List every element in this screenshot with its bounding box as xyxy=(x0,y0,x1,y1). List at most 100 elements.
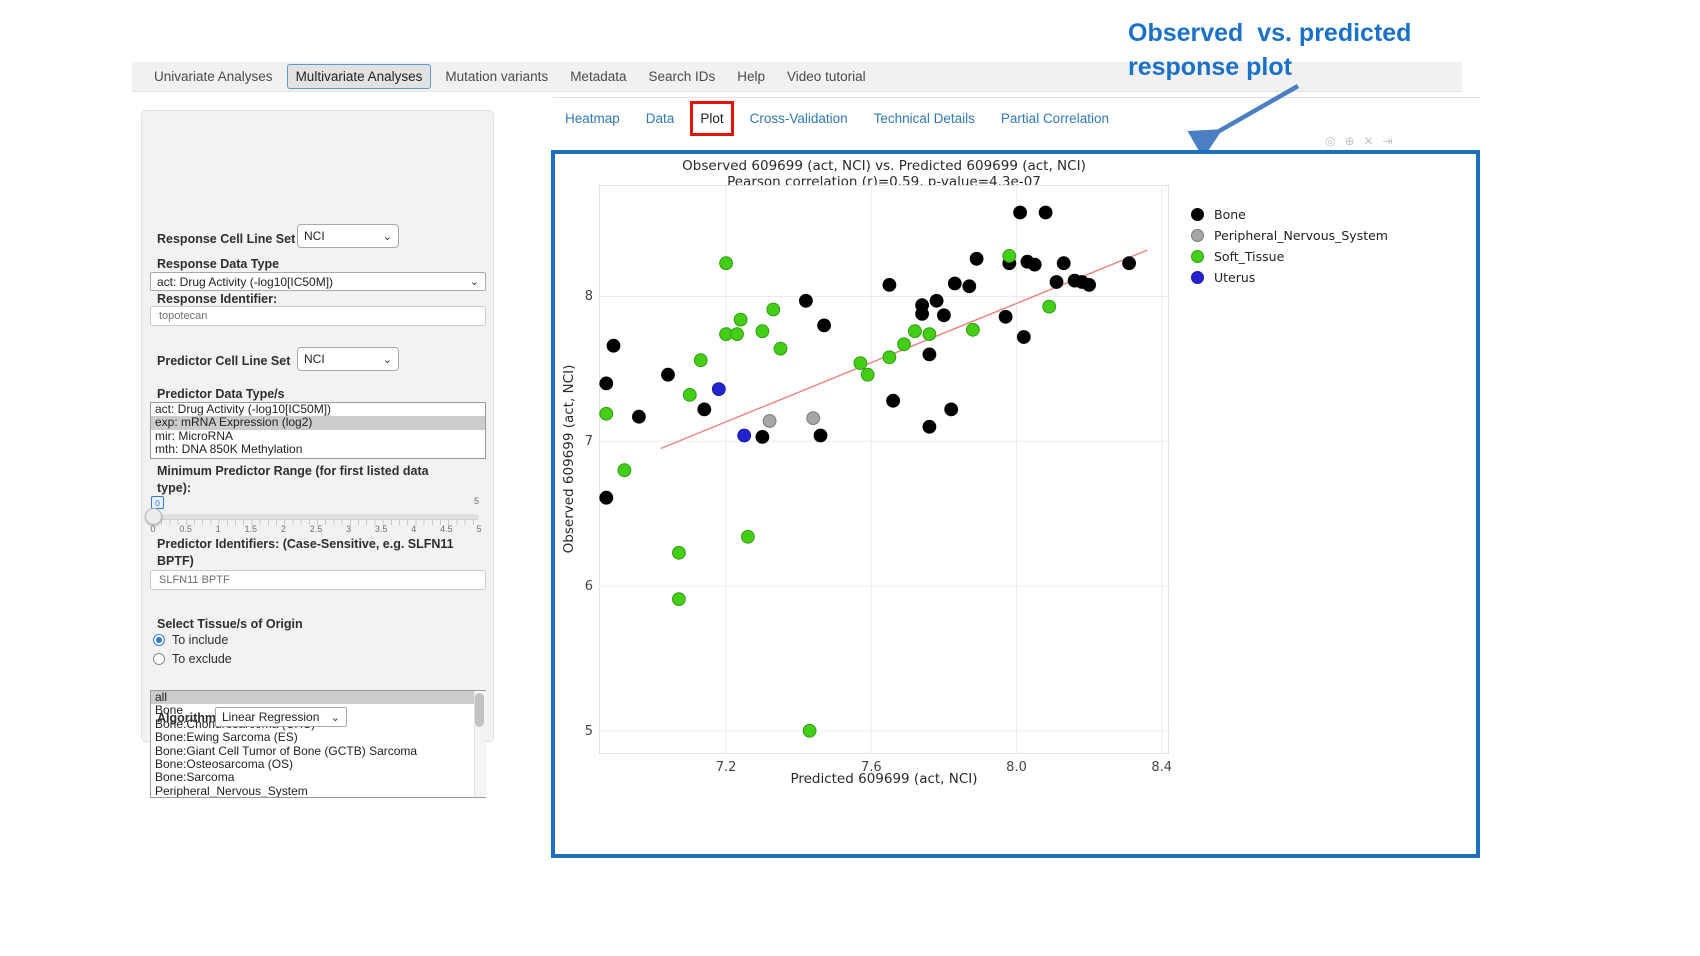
nav-tab-search-ids[interactable]: Search IDs xyxy=(648,69,716,84)
chevron-down-icon: ⌄ xyxy=(382,230,392,243)
response-data-type-value: act: Drug Activity (-log10[IC50M]) xyxy=(157,274,334,289)
radio-unselected-icon xyxy=(153,653,165,665)
slider-tick-label: 2 xyxy=(280,524,286,534)
slider-tick-label: 4.5 xyxy=(440,524,453,534)
list-option-bone-ewing-sarcoma-es[interactable]: Bone:Ewing Sarcoma (ES) xyxy=(155,730,298,745)
slider-tick-label: 2.5 xyxy=(309,524,323,534)
slider-tick-label: 1 xyxy=(215,524,221,534)
list-option-bone-giant-cell-tumor-of-bone-gctb-sarcoma[interactable]: Bone:Giant Cell Tumor of Bone (GCTB) Sar… xyxy=(155,743,418,758)
predictor-identifiers-label-2: BPTF) xyxy=(157,554,194,568)
legend-label: Peripheral_Nervous_System xyxy=(1214,228,1388,243)
x-tick-label: 8.4 xyxy=(1151,760,1173,775)
x-tick-label: 7.6 xyxy=(860,760,882,775)
subtab-plot[interactable]: Plot xyxy=(690,101,734,136)
list-option-exp-mrna-expression-log2[interactable]: exp: mRNA Expression (log2) xyxy=(151,415,485,430)
legend-item-bone[interactable]: Bone xyxy=(1191,204,1388,225)
chevron-down-icon: ⌄ xyxy=(382,353,392,366)
nav-tab-metadata[interactable]: Metadata xyxy=(570,69,627,84)
response-data-type-select[interactable]: act: Drug Activity (-log10[IC50M]) ⌄ xyxy=(150,272,486,291)
min-predictor-range-label-2: type): xyxy=(157,481,192,495)
scatter-plot-canvas[interactable] xyxy=(598,184,1170,755)
slider-tick-label: 3.5 xyxy=(374,524,388,534)
annotation-text: Observed vs. predicted response plot xyxy=(1128,16,1411,84)
camera-icon[interactable]: ◎ xyxy=(1325,134,1345,148)
list-option-bone-osteosarcoma-os[interactable]: Bone:Osteosarcoma (OS) xyxy=(155,756,294,771)
autoscale-icon[interactable]: ⇥ xyxy=(1382,134,1402,148)
radio-selected-icon xyxy=(153,634,165,646)
subtab-technical-details[interactable]: Technical Details xyxy=(873,111,975,126)
legend-marker-uterus xyxy=(1191,271,1204,284)
legend-marker-bone xyxy=(1191,208,1204,221)
plot-modebar[interactable]: ◎⊕✕⇥ xyxy=(1325,134,1402,148)
response-identifier-input[interactable]: topotecan xyxy=(150,306,486,326)
y-tick-label: 5 xyxy=(584,723,593,739)
response-identifier-label: Response Identifier: xyxy=(157,292,278,306)
list-option-peripheral-nervous-system[interactable]: Peripheral_Nervous_System xyxy=(155,783,308,798)
y-tick-label: 6 xyxy=(584,579,593,595)
response-cell-line-set-value: NCI xyxy=(304,229,325,243)
list-option-mir-microrna[interactable]: mir: MicroRNA xyxy=(155,428,233,443)
y-tick-label: 8 xyxy=(584,289,593,305)
predictor-data-types-label: Predictor Data Type/s xyxy=(157,387,285,401)
slider-tick-label: 4 xyxy=(411,524,417,534)
nav-tab-mutation-variants[interactable]: Mutation variants xyxy=(445,69,549,84)
response-cell-line-set-label: Response Cell Line Set xyxy=(157,232,296,246)
slider-tick-label: 0.5 xyxy=(179,524,192,534)
list-option-act-drug-activity-log10-ic50m[interactable]: act: Drug Activity (-log10[IC50M]) xyxy=(155,402,332,416)
radio-to-include-label: To include xyxy=(172,633,229,647)
min-predictor-range-label: Minimum Predictor Range (for first liste… xyxy=(157,464,429,478)
predictor-cell-line-set-label: Predictor Cell Line Set xyxy=(157,354,291,368)
chevron-down-icon: ⌄ xyxy=(330,711,340,724)
predictor-identifiers-input[interactable]: SLFN11 BPTF xyxy=(150,570,486,590)
plot-panel: Observed 609699 (act, NCI) vs. Predicted… xyxy=(551,150,1480,858)
radio-to-include[interactable]: To include xyxy=(153,633,228,647)
zoom-icon[interactable]: ⊕ xyxy=(1344,134,1364,148)
radio-to-exclude[interactable]: To exclude xyxy=(153,652,232,666)
algorithm-select[interactable]: Linear Regression ⌄ xyxy=(215,707,347,727)
algorithm-label: Algorithm xyxy=(157,711,217,725)
legend-item-peripheral-nervous-system[interactable]: Peripheral_Nervous_System xyxy=(1191,225,1388,246)
response-data-type-label: Response Data Type xyxy=(157,257,280,271)
slider-tick-marks xyxy=(153,520,479,525)
chevron-down-icon: ⌄ xyxy=(469,276,479,288)
legend-item-uterus[interactable]: Uterus xyxy=(1191,267,1388,288)
legend-marker-peripheral-nervous-system xyxy=(1191,229,1204,242)
nav-tab-help[interactable]: Help xyxy=(737,69,766,84)
annotation-line1: Observed vs. predicted xyxy=(1128,19,1412,47)
nav-tab-multivariate-analyses[interactable]: Multivariate Analyses xyxy=(286,64,432,89)
subtab-cross-validation[interactable]: Cross-Validation xyxy=(749,111,848,126)
plot-legend: Bone Peripheral_Nervous_System Soft_Tissue… xyxy=(1191,204,1388,288)
predictor-cell-line-set-select[interactable]: NCI ⌄ xyxy=(297,347,399,371)
algorithm-value: Linear Regression xyxy=(222,710,320,724)
x-tick-label: 8.0 xyxy=(1006,760,1027,775)
result-subtabs: Heatmap Data Plot Cross-Validation Technical… xyxy=(553,97,1480,139)
slider-tick-label: 5 xyxy=(476,524,482,534)
subtab-partial-correlation[interactable]: Partial Correlation xyxy=(1000,111,1109,126)
nav-tab-video-tutorial[interactable]: Video tutorial xyxy=(787,69,866,84)
list-option-bone[interactable]: Bone xyxy=(155,703,184,718)
list-option-all[interactable]: all xyxy=(151,691,485,705)
tissue-listbox-scrollbar-thumb[interactable] xyxy=(475,693,484,727)
x-tick-label: 7.2 xyxy=(715,760,737,775)
predictor-data-types-listbox[interactable]: act: Drug Activity (-log10[IC50M]) exp: m… xyxy=(150,402,486,459)
legend-item-soft-tissue[interactable]: Soft_Tissue xyxy=(1191,246,1388,267)
range-slider-handle[interactable] xyxy=(145,508,162,525)
close-icon[interactable]: ✕ xyxy=(1363,134,1383,148)
nav-tab-univariate-analyses[interactable]: Univariate Analyses xyxy=(154,69,273,84)
subtab-data[interactable]: Data xyxy=(645,111,675,126)
subtab-heatmap[interactable]: Heatmap xyxy=(565,111,620,126)
slider-tick-label: 0 xyxy=(150,524,156,534)
response-cell-line-set-select[interactable]: NCI ⌄ xyxy=(297,224,399,248)
list-option-mth-dna-850k-methylation[interactable]: mth: DNA 850K Methylation xyxy=(155,442,303,457)
radio-to-exclude-label: To exclude xyxy=(172,652,232,666)
controls-sidebar: Response Cell Line Set NCI ⌄ Response Dat… xyxy=(141,110,494,798)
slider-max-label: 5 xyxy=(474,496,480,506)
scatter-plot-area xyxy=(598,184,1170,755)
y-axis-title: Observed 609699 (act, NCI) xyxy=(561,364,577,554)
list-option-bone-sarcoma[interactable]: Bone:Sarcoma xyxy=(155,770,235,785)
legend-marker-soft-tissue xyxy=(1191,250,1204,263)
legend-label: Soft_Tissue xyxy=(1214,249,1285,264)
range-slider-track[interactable] xyxy=(151,514,479,520)
predictor-cell-line-set-value: NCI xyxy=(304,352,325,366)
top-navbar: Univariate Analyses Multivariate Analyses… xyxy=(132,62,1462,92)
